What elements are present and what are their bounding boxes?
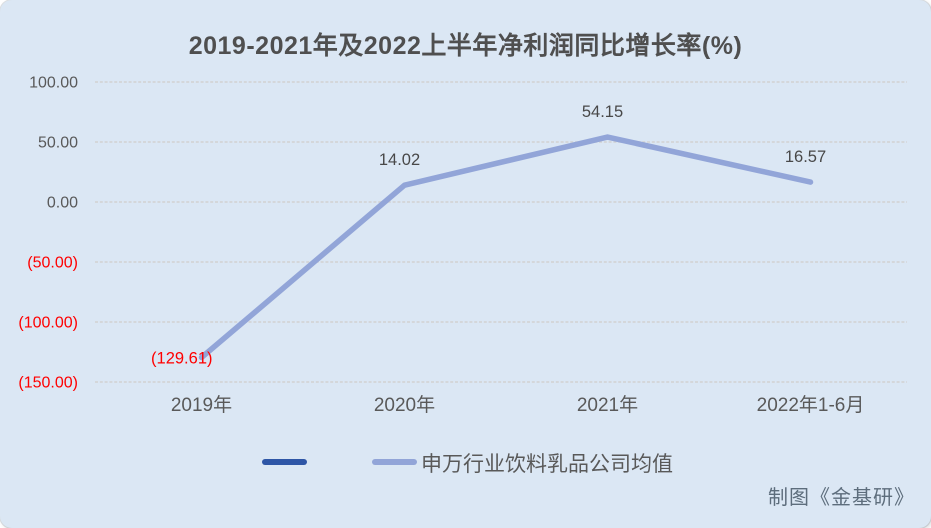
- y-axis-tick-label: (100.00): [18, 315, 78, 332]
- credit-text: 制图《金基研》: [768, 487, 915, 509]
- y-axis-tick-label: 100.00: [29, 75, 78, 92]
- x-axis-tick-label: 2019年: [171, 394, 232, 416]
- data-label: (129.61): [151, 350, 212, 368]
- x-axis-tick-label: 2020年: [374, 394, 435, 416]
- x-axis-tick-label: 2021年: [577, 394, 638, 416]
- data-label: 16.57: [785, 148, 826, 166]
- data-label: 14.02: [379, 151, 420, 169]
- chart-title: 2019-2021年及2022上半年净利润同比增长率(%): [188, 32, 743, 60]
- y-axis-tick-label: 0.00: [47, 195, 78, 212]
- data-label: 54.15: [582, 103, 623, 121]
- y-axis-tick-label: (150.00): [18, 375, 78, 392]
- legend-dash-series2: [372, 459, 417, 465]
- y-axis-tick-label: (50.00): [27, 255, 78, 272]
- legend-label-series2: 申万行业饮料乳品公司均值: [421, 453, 673, 476]
- x-axis-tick-label: 2022年1-6月: [757, 394, 865, 416]
- y-axis-tick-label: 50.00: [38, 135, 78, 152]
- series-line: [198, 134, 814, 361]
- legend-dash-series1: [262, 459, 307, 465]
